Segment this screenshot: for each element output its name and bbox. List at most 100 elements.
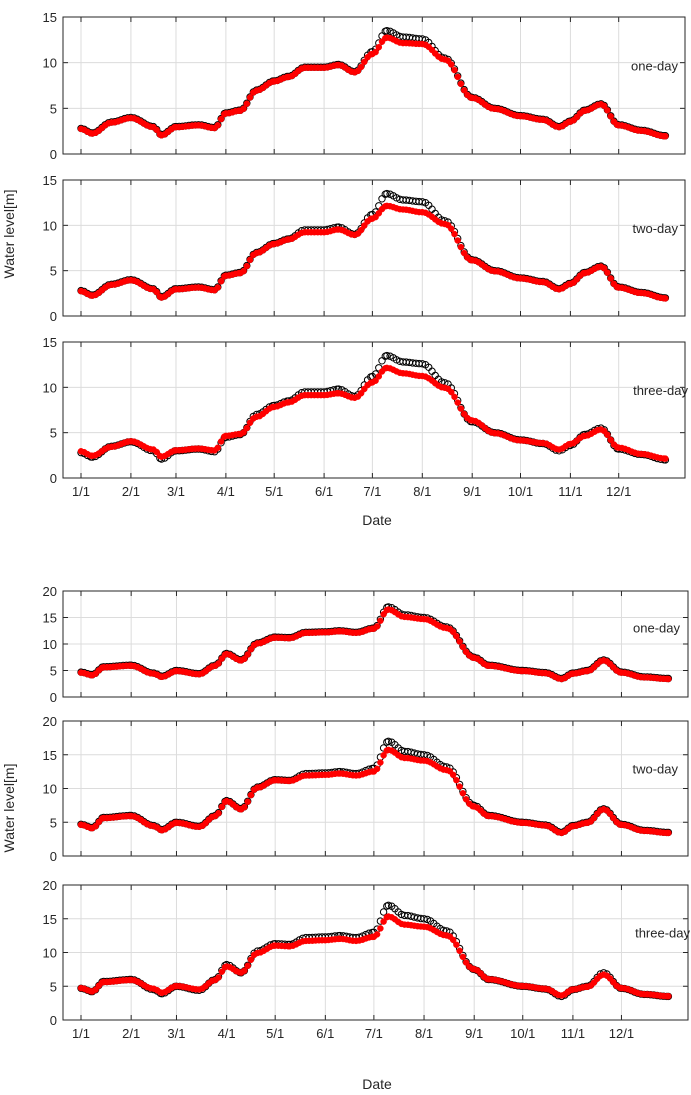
x-tick-label: 1/1 — [72, 484, 90, 499]
forecast-point — [377, 759, 384, 766]
forecast-point — [243, 262, 251, 270]
y-tick-label: 0 — [50, 309, 57, 324]
panel-annotation: three-day — [633, 383, 688, 398]
upper-y-axis-title: Water level[m] — [1, 190, 17, 279]
forecast-point — [214, 444, 222, 451]
forecast-point — [607, 113, 614, 120]
forecast-point — [460, 87, 468, 94]
forecast-point — [457, 243, 465, 251]
y-tick-label: 15 — [43, 748, 57, 763]
forecast-point — [218, 803, 226, 811]
y-tick-label: 10 — [43, 946, 57, 961]
y-tick-label: 5 — [50, 101, 57, 116]
forecast-point — [215, 974, 222, 981]
forecast-point — [375, 373, 383, 380]
forecast-point — [456, 638, 463, 645]
forecast-point — [453, 633, 460, 640]
observed-point — [384, 737, 393, 745]
forecast-point — [449, 936, 457, 944]
x-tick-label: 10/1 — [510, 1026, 535, 1041]
forecast-point — [372, 48, 379, 56]
forecast-point — [217, 438, 225, 445]
x-tick-label: 9/1 — [465, 1026, 483, 1041]
observed-point — [418, 198, 426, 206]
forecast-series — [77, 364, 669, 462]
forecast-point — [372, 377, 379, 384]
y-tick-label: 0 — [50, 1013, 57, 1028]
forecast-point — [241, 803, 248, 811]
forecast-point — [604, 269, 611, 276]
y-tick-label: 5 — [50, 264, 57, 279]
forecast-point — [456, 783, 463, 790]
forecast-point — [373, 931, 381, 938]
lower-y-axis-title: Water level[m] — [1, 764, 17, 853]
x-tick-label: 3/1 — [167, 484, 185, 499]
y-tick-label: 20 — [43, 714, 57, 729]
forecast-point — [462, 796, 470, 803]
y-tick-label: 0 — [50, 471, 57, 486]
forecast-point — [457, 80, 465, 88]
y-tick-label: 5 — [50, 979, 57, 994]
observed-point — [379, 908, 388, 916]
observed-point — [383, 189, 391, 198]
y-tick-label: 10 — [43, 380, 57, 395]
forecast-point — [246, 419, 254, 427]
forecast-point — [600, 265, 608, 272]
forecast-point — [451, 230, 458, 238]
lower-x-axis-title: Date — [362, 1076, 392, 1092]
panel-annotation: two-day — [632, 221, 678, 236]
forecast-point — [607, 275, 614, 282]
forecast-point — [244, 651, 251, 658]
y-tick-label: 10 — [43, 637, 57, 652]
y-tick-label: 5 — [50, 815, 57, 830]
forecast-point — [247, 791, 255, 799]
forecast-point — [244, 962, 251, 970]
forecast-point — [662, 295, 669, 302]
forecast-point — [246, 256, 254, 264]
forecast-point — [665, 992, 672, 1000]
y-tick-label: 5 — [50, 664, 57, 679]
forecast-point — [240, 267, 247, 275]
panel-annotation: one-day — [631, 58, 678, 73]
forecast-point — [375, 43, 383, 51]
forecast-series — [77, 606, 672, 683]
panel-annotation: three-day — [635, 926, 690, 941]
forecast-point — [241, 655, 248, 663]
forecast-point — [600, 102, 608, 110]
observed-point — [407, 912, 415, 920]
y-tick-label: 15 — [43, 611, 57, 626]
x-tick-label: 5/1 — [266, 1026, 284, 1041]
forecast-point — [451, 66, 458, 74]
observed-point — [384, 901, 393, 909]
x-tick-label: 6/1 — [315, 484, 333, 499]
forecast-point — [456, 947, 463, 955]
chart-panel-6: 0 5 10 15 20 1/1 2/1 3/1 4/1 5/1 6/1 7/1 8/1 9/1 10/1 1… — [43, 878, 691, 1041]
forecast-point — [454, 73, 461, 81]
forecast-point — [380, 752, 387, 759]
forecast-point — [153, 126, 160, 134]
x-tick-label: 12/1 — [609, 1026, 634, 1041]
x-tick-label: 4/1 — [218, 1026, 236, 1041]
forecast-point — [377, 925, 384, 932]
y-tick-label: 15 — [43, 10, 57, 25]
x-tick-label: 3/1 — [167, 1026, 185, 1041]
forecast-point — [449, 628, 457, 636]
forecast-point — [357, 390, 365, 397]
y-tick-label: 0 — [50, 849, 57, 864]
y-tick-label: 5 — [50, 426, 57, 441]
upper-x-axis-title: Date — [362, 512, 392, 528]
forecast-point — [448, 388, 455, 396]
forecast-point — [454, 399, 461, 406]
forecast-point — [240, 105, 247, 112]
x-tick-label: 11/1 — [561, 1026, 585, 1041]
forecast-point — [457, 405, 465, 412]
x-tick-label: 6/1 — [316, 1026, 334, 1041]
forecast-point — [240, 429, 247, 436]
chart-panel-5: 0 5 10 15 20 two-day — [43, 714, 689, 864]
forecast-series — [77, 913, 672, 1000]
y-tick-label: 10 — [43, 56, 57, 71]
y-tick-label: 15 — [43, 173, 57, 188]
x-tick-label: 4/1 — [217, 484, 235, 499]
forecast-point — [243, 100, 251, 107]
forecast-point — [361, 58, 368, 66]
